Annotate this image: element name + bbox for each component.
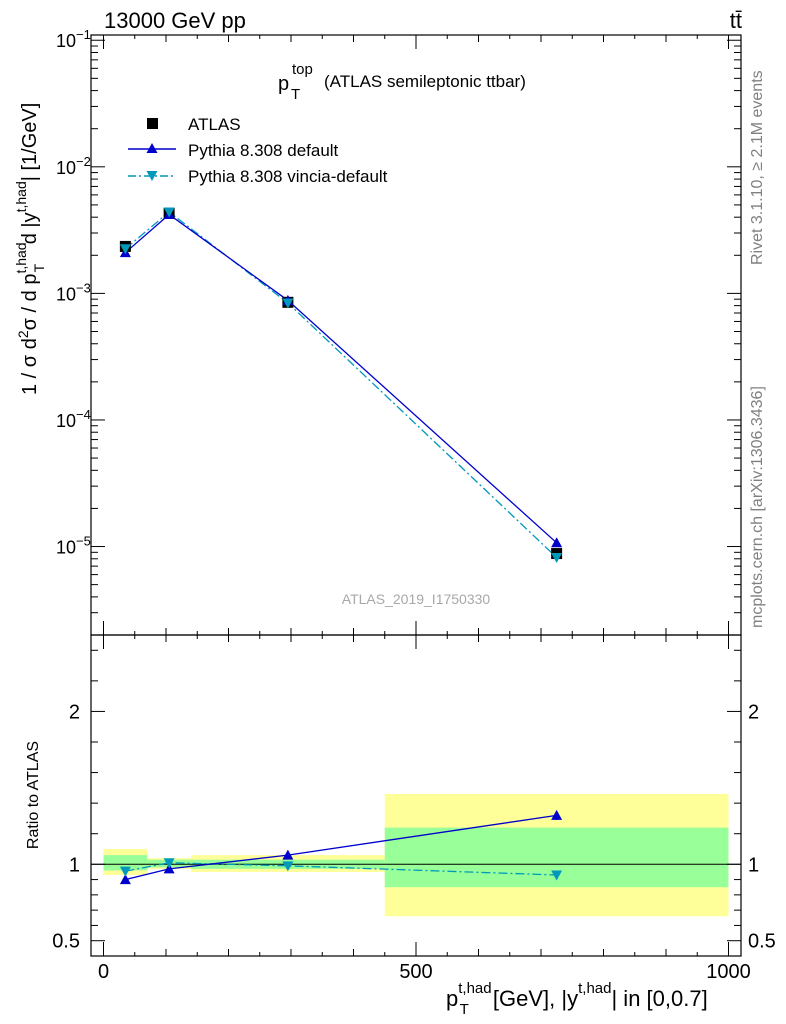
tick-exp: −3 [76,280,91,295]
ratio-point-default [163,863,175,874]
data-point-vincia [163,207,175,218]
ratio-series [119,809,563,885]
tick-base: 10 [56,538,76,558]
xlabel-p: p [446,986,458,1011]
ratio-line-vincia [125,862,557,876]
ylabel-sup-thad-2: t,had [13,181,29,212]
ratio-tick-labels: 0.5 0.5 1 1 2 2 0 500 1000 [52,701,776,983]
main-panel: 10−510−410−310−210−1 p top T (ATLAS semi… [13,27,742,636]
legend-label-vincia: Pythia 8.308 vincia-default [188,167,388,186]
main-y-axis-label: 1 / σ d2σ / d pt,had T d |yt,had| [1/GeV] [13,103,47,395]
process-label: tt̄ [730,8,742,33]
ratio-point-vincia [282,861,294,872]
main-series [119,207,563,563]
xlabel-rest-2: | in [0,0.7] [611,986,707,1011]
xlabel-rest-1: [GeV], |y [487,986,578,1011]
main-y-tick-label: 10−2 [56,154,91,178]
title-sup: top [292,61,313,78]
title-sub: T [291,86,300,103]
ratio-y-axis-label: Ratio to ATLAS [25,741,42,849]
data-point-default [551,537,563,548]
ratio-y-tick-label-right: 1 [748,854,759,876]
ratio-ticks [91,635,741,956]
tick-exp: −5 [76,534,91,549]
legend-label-atlas: ATLAS [188,115,241,134]
main-y-tick-label: 10−3 [56,280,91,304]
legend-marker-default [146,143,158,153]
ratio-point-default [119,874,131,885]
series-line-vincia [124,211,558,558]
main-title: p [278,73,289,95]
tick-base: 10 [56,284,76,304]
data-point-vincia [551,552,563,563]
ratio-y-tick-label-right: 2 [748,701,759,723]
ratio-y-tick-label-right: 0.5 [748,931,776,953]
x-tick-label: 1000 [706,961,751,983]
main-y-tick-label: 10−4 [56,407,91,431]
xlabel-sup: t,had [458,980,491,997]
ylabel-sup-2: 2 [15,330,31,338]
ratio-point-vincia [551,870,563,881]
ratio-panel: 0.5 0.51 12 20 500 1000 Ratio to ATLAS pt,had… [25,634,776,1018]
series-line-default [124,213,558,544]
ylabel-part-3: d |y [19,212,41,249]
x-axis-label: pt,had T [GeV], |yt,had| in [0,0.7] [446,980,708,1018]
legend-marker-atlas [147,118,158,129]
ylabel-sup-thad: t,had [13,242,29,273]
tick-exp: −1 [76,27,91,42]
tick-base: 10 [56,411,76,431]
rivet-label: Rivet 3.1.10, ≥ 2.1M events [749,70,766,265]
ylabel-part-2: σ / d p [19,274,41,331]
title-rest: (ATLAS semileptonic ttbar) [324,72,526,91]
data-point-vincia [119,244,131,255]
legend-marker-vincia [146,171,158,181]
main-ticks [91,35,741,636]
ratio-y-tick-label-left: 1 [69,854,80,876]
legend-label-default: Pythia 8.308 default [188,141,339,160]
ratio-y-tick-label-left: 0.5 [52,931,80,953]
ratio-bands [103,793,729,917]
x-tick-label: 0 [98,961,109,983]
ylabel-part-1: 1 / σ d [19,338,41,395]
main-y-tick-label: 10−5 [56,534,91,558]
ratio-point-default [551,809,563,820]
data-point-vincia [282,298,294,309]
legend: ATLAS Pythia 8.308 default Pythia 8.308 … [128,115,388,186]
main-y-tick-label: 10−1 [56,27,91,51]
tick-base: 10 [56,158,76,178]
tick-exp: −4 [76,407,91,422]
xlabel-sub: T [460,1001,469,1018]
ratio-point-vincia [163,858,175,869]
ratio-y-tick-label-left: 2 [69,701,80,723]
ratio-point-vincia [119,866,131,877]
ratio-line-default [125,814,557,881]
ylabel-part-4: | [1/GeV] [19,103,41,182]
energy-label: 13000 GeV pp [104,8,246,33]
ylabel-sub-T: T [31,263,47,272]
analysis-id: ATLAS_2019_I1750330 [342,591,491,607]
xlabel-sup-2: t,had [578,980,611,997]
title-p: p [278,73,289,95]
tick-base: 10 [56,31,76,51]
main-ytick-labels: 10−510−410−310−210−1 [56,27,91,557]
ratio-band-inner [103,855,148,871]
tick-exp: −2 [76,154,91,169]
x-tick-label: 500 [399,961,432,983]
ratio-point-default [282,849,294,860]
mcplots-label: mcplots.cern.ch [arXiv:1306.3436] [749,386,766,628]
